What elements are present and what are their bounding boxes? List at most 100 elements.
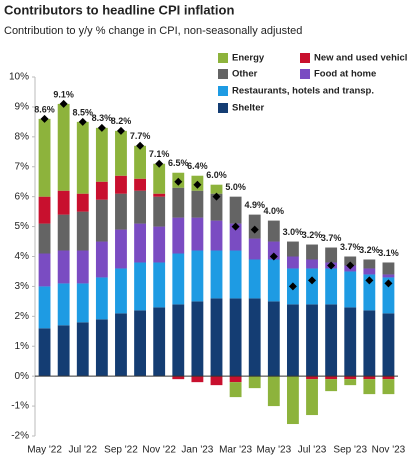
headline-label: 4.0% — [264, 206, 285, 216]
x-tick-label: Jul '23 — [298, 445, 327, 456]
bar-segment — [210, 298, 223, 377]
chart-title: Contributors to headline CPI inflation — [4, 2, 234, 17]
bar-segment — [344, 271, 357, 308]
bar-segment — [76, 283, 89, 323]
chart-subtitle: Contribution to y/y % change in CPI, non… — [4, 25, 302, 37]
bar-segment — [286, 376, 299, 425]
bar-segment — [134, 262, 147, 311]
headline-label: 4.9% — [244, 200, 265, 210]
bar-segment — [306, 379, 318, 416]
bar-segment — [134, 190, 147, 224]
bar-segment — [382, 277, 395, 314]
headline-marker — [136, 141, 145, 150]
bar-segment — [115, 229, 127, 269]
bar-segment — [229, 250, 242, 299]
headline-marker — [40, 114, 49, 123]
legend-swatch — [218, 69, 228, 79]
bar-segment — [382, 262, 395, 275]
bar-segment — [325, 376, 338, 380]
bar-segment — [153, 163, 166, 194]
legend-swatch — [300, 53, 310, 63]
bar-segment — [267, 376, 280, 407]
bar-segment — [95, 181, 108, 200]
headline-label: 5.0% — [225, 182, 246, 192]
legend-swatch — [218, 103, 228, 113]
legend-swatch — [218, 86, 228, 96]
x-tick-label: Nov '23 — [372, 445, 406, 456]
legend-label: Other — [232, 69, 258, 80]
bar-segment — [172, 376, 185, 380]
headline-label: 3.1% — [378, 248, 399, 258]
bar-segment — [382, 274, 395, 278]
bar-segment — [306, 259, 318, 269]
bar-segment — [267, 301, 280, 377]
y-tick-label: -1% — [11, 401, 29, 412]
bar-segment — [76, 193, 89, 212]
headline-marker — [269, 252, 278, 261]
headline-marker — [288, 282, 297, 291]
bar-segment — [344, 307, 357, 377]
bar-segment — [248, 259, 261, 299]
headline-marker — [250, 225, 259, 234]
bar-segment — [229, 376, 242, 383]
headline-marker — [212, 192, 221, 201]
headline-label: 8.2% — [111, 116, 132, 126]
x-tick-label: Jan '23 — [181, 445, 213, 456]
bar-segment — [382, 379, 395, 395]
y-tick-label: 6% — [15, 191, 30, 202]
legend-swatch — [300, 69, 310, 79]
bar-segment — [134, 178, 147, 191]
bar-segment — [363, 274, 376, 311]
headline-label: 3.2% — [359, 245, 380, 255]
bar-segment — [191, 301, 204, 377]
headline-label: 6.5% — [168, 158, 189, 168]
bar-segment — [363, 310, 376, 377]
bar-segment — [76, 322, 89, 377]
bar-segment — [57, 103, 70, 191]
y-tick-label: 7% — [15, 161, 30, 172]
bar-segment — [153, 262, 166, 308]
bar-segment — [210, 376, 223, 386]
bar-segment — [229, 223, 242, 251]
bar-segment — [248, 238, 261, 260]
bar-segment — [115, 268, 127, 314]
x-tick-label: May '22 — [27, 445, 62, 456]
bar-segment — [38, 196, 51, 224]
bar-segment — [325, 247, 338, 263]
bar-segment — [38, 253, 51, 287]
headline-label: 3.2% — [302, 230, 323, 240]
bar-segment — [134, 145, 147, 179]
bar-segment — [248, 376, 261, 389]
headline-label: 7.7% — [130, 131, 151, 141]
bar-segment — [363, 379, 376, 395]
legend-label: Food at home — [314, 69, 376, 80]
y-tick-label: -2% — [11, 431, 29, 442]
headline-label: 6.4% — [187, 161, 208, 171]
bar-segment — [134, 310, 147, 377]
headline-marker — [116, 126, 125, 135]
x-tick-label: Nov '22 — [142, 445, 176, 456]
bar-segment — [267, 241, 280, 260]
y-tick-label: 4% — [15, 251, 30, 262]
bar-segment — [382, 376, 395, 380]
legend-swatch — [218, 53, 228, 63]
headline-marker — [59, 99, 68, 108]
bar-segment — [115, 193, 127, 230]
headline-label: 8.3% — [92, 113, 113, 123]
bar-segment — [306, 376, 318, 380]
bar-segment — [363, 376, 376, 380]
bar-segment — [248, 298, 261, 377]
bar-segment — [115, 175, 127, 194]
bar-segment — [95, 127, 108, 182]
bar-segment — [344, 376, 357, 380]
bar-segment — [115, 130, 127, 176]
bar-segment — [38, 223, 51, 254]
bar-segment — [172, 253, 185, 305]
bar-segment — [286, 304, 299, 377]
bar-segment — [38, 328, 51, 377]
headline-label: 6.0% — [206, 170, 227, 180]
bar-segment — [210, 193, 223, 221]
legend-label: Energy — [232, 53, 265, 64]
y-tick-label: 8% — [15, 131, 30, 142]
